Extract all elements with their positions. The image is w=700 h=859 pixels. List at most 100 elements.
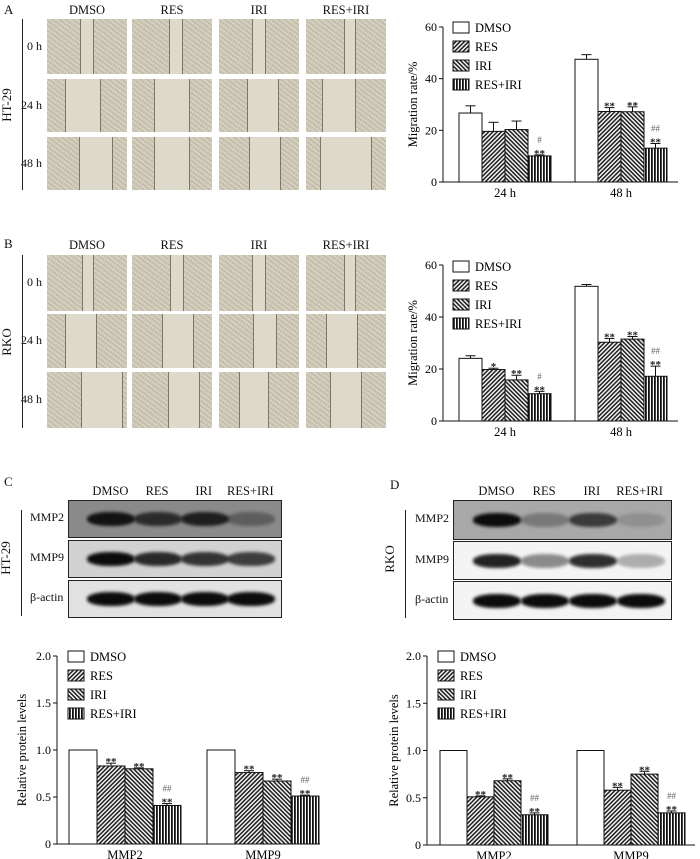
legend-label: DMSO xyxy=(475,21,511,35)
protein-label: MMP9 xyxy=(30,550,65,564)
chart-a: 0 20 40 60 Migration rate/% # ** 24 h ** ** ## ** 48… xyxy=(406,20,678,200)
protein-band xyxy=(180,552,229,566)
wound-gap xyxy=(154,79,190,132)
y-axis-label: Relative protein levels xyxy=(387,694,401,807)
lane-header: RES xyxy=(532,484,556,498)
legend-label: RES xyxy=(460,669,483,683)
y-tick-label: 1.0 xyxy=(406,744,421,758)
wound-gap xyxy=(65,314,97,368)
micrograph xyxy=(47,314,127,368)
wound-gap xyxy=(320,137,372,190)
significance-marker: ## xyxy=(667,791,677,801)
bar-iri xyxy=(620,338,645,422)
micrograph xyxy=(306,19,386,74)
significance-marker: ** xyxy=(604,332,616,344)
bar-iri xyxy=(630,773,659,846)
bar-dmso xyxy=(458,112,483,183)
lane-header: IRI xyxy=(195,484,212,498)
bar-res-iri xyxy=(290,795,320,845)
significance-marker: ** xyxy=(529,806,541,818)
legend-swatch xyxy=(452,317,470,330)
legend-label: RES xyxy=(475,279,498,293)
wound-gap xyxy=(344,19,356,74)
legend-label: RES xyxy=(90,669,113,683)
panel-label-d: D xyxy=(390,477,400,492)
protein-band xyxy=(521,593,570,608)
y-tick-label: 0 xyxy=(431,175,437,189)
micrograph xyxy=(47,255,127,311)
y-tick-label: 60 xyxy=(425,20,437,34)
lane-header: RES xyxy=(145,484,169,498)
y-tick-label: 20 xyxy=(425,123,437,137)
column-header: IRI xyxy=(250,238,268,252)
x-category-label: 48 h xyxy=(610,425,633,439)
column-header: RES xyxy=(160,238,184,252)
protein-band xyxy=(473,553,522,568)
significance-marker: ** xyxy=(244,764,256,776)
bar-dmso xyxy=(458,357,483,422)
wound-gap xyxy=(162,314,194,368)
panel-label-c: C xyxy=(4,474,13,489)
panel-label-a: A xyxy=(4,2,14,17)
x-category-label: MMP9 xyxy=(613,849,648,859)
bar-res xyxy=(597,341,622,422)
column-header: DMSO xyxy=(68,3,106,17)
micrograph xyxy=(132,314,212,368)
x-category-label: MMP9 xyxy=(245,848,280,859)
legend-label: IRI xyxy=(460,688,477,702)
wound-gap xyxy=(252,255,266,311)
chart-d: 0 0.5 1.0 1.5 2.0 Relative protein levels ** **… xyxy=(387,649,695,859)
significance-marker: ** xyxy=(604,101,616,113)
micrograph xyxy=(219,314,299,368)
blot-strip xyxy=(453,500,672,540)
significance-marker: ** xyxy=(650,359,662,371)
column-header: RES+IRI xyxy=(322,238,370,252)
significance-marker: ## xyxy=(651,124,661,134)
blot-strip xyxy=(68,540,282,578)
protein-band xyxy=(227,552,276,566)
panel-label-b: B xyxy=(4,236,13,251)
y-tick-label: 40 xyxy=(425,72,437,86)
bar-res-iri xyxy=(527,393,552,422)
significance-marker: ** xyxy=(300,788,312,800)
legend-swatch xyxy=(452,260,470,273)
lane-header: DMSO xyxy=(478,484,515,498)
micrograph xyxy=(306,137,386,190)
column-header: RES xyxy=(160,3,184,17)
y-tick-label: 40 xyxy=(425,310,437,324)
bar-iri xyxy=(124,768,154,845)
wound-gap xyxy=(247,79,279,132)
protein-band xyxy=(134,512,183,526)
bracket-line xyxy=(405,510,406,618)
wound-gap xyxy=(322,79,356,132)
y-tick-label: 1.5 xyxy=(406,696,421,710)
significance-marker: ** xyxy=(650,137,662,149)
legend-label: DMSO xyxy=(460,650,496,664)
blot-strip xyxy=(453,541,672,580)
legend-swatch xyxy=(452,21,470,34)
bar-iri xyxy=(262,780,292,845)
blot-strip xyxy=(68,500,282,538)
significance-marker: ** xyxy=(475,789,487,801)
significance-marker: # xyxy=(537,371,542,381)
legend-swatch xyxy=(437,669,455,682)
significance-marker: ## xyxy=(301,775,311,785)
legend-label: RES+IRI xyxy=(90,707,137,721)
significance-marker: ** xyxy=(511,368,523,380)
significance-marker: ** xyxy=(627,330,639,342)
y-tick-label: 0.5 xyxy=(36,790,51,804)
wound-gap xyxy=(239,372,269,428)
bar-res-iri xyxy=(643,147,668,183)
bar-dmso xyxy=(68,749,98,845)
wound-gap xyxy=(80,19,94,74)
blot-strip xyxy=(68,580,282,618)
micrograph xyxy=(132,79,212,132)
protein-band xyxy=(521,553,570,568)
significance-marker: # xyxy=(537,135,542,145)
significance-marker: ** xyxy=(134,761,146,773)
legend-swatch xyxy=(67,650,85,663)
column-header: IRI xyxy=(250,3,268,17)
significance-marker: ## xyxy=(530,793,540,803)
bar-dmso xyxy=(576,750,605,846)
significance-marker: ** xyxy=(666,804,678,816)
